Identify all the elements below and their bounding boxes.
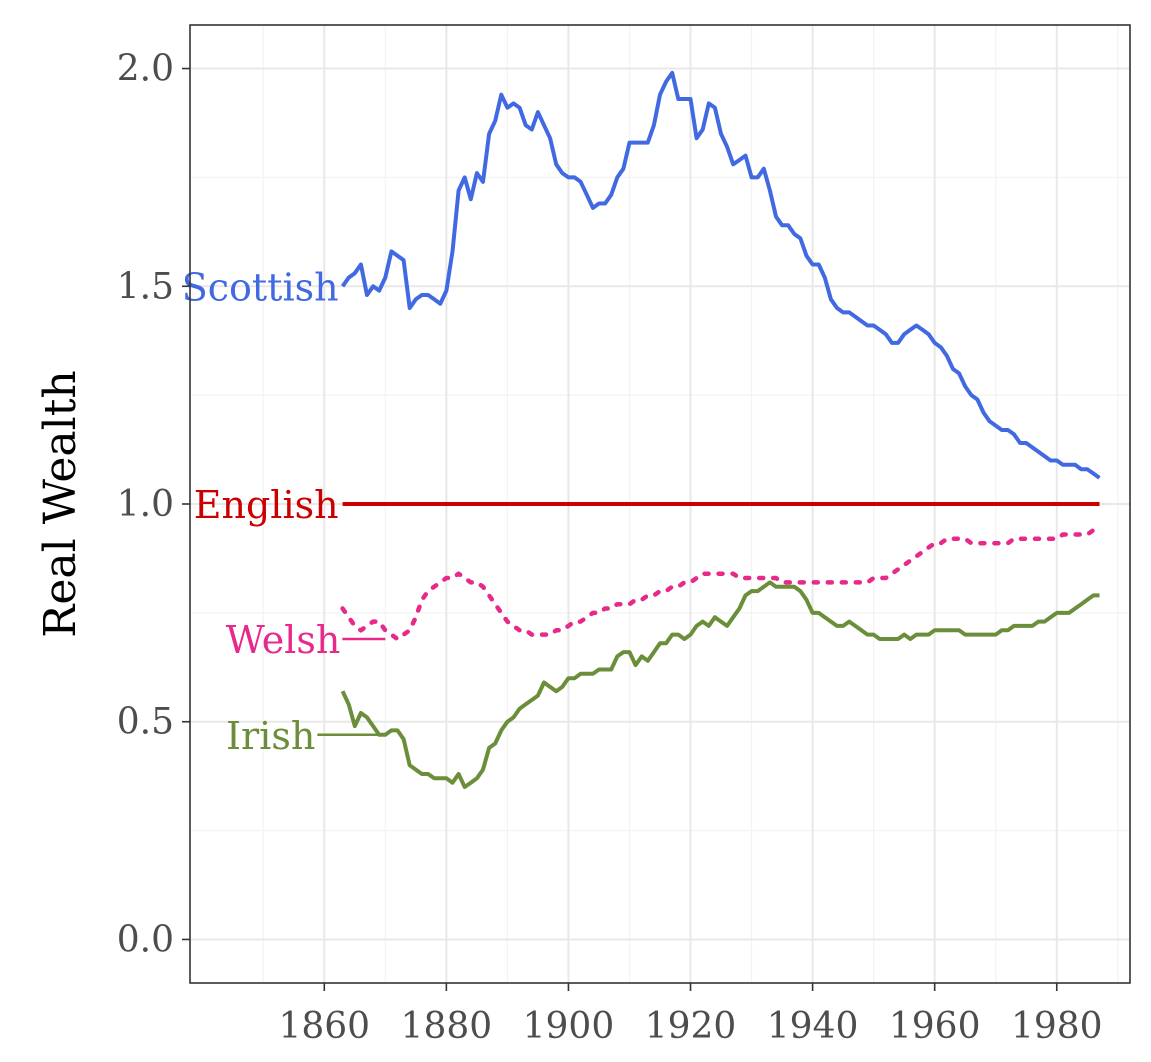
y-axis: 0.0 0.5 1.0 1.5 2.0: [117, 49, 190, 960]
x-tick-label: 1960: [889, 1006, 981, 1047]
series-line-welsh: [340, 527, 1102, 642]
x-tick-label: 1860: [278, 1006, 370, 1047]
series-label-scottish: Scottish: [182, 265, 339, 309]
series-labels: Scottish English Welsh Irish: [182, 265, 386, 758]
x-tick-label: 1980: [1011, 1006, 1103, 1047]
x-axis: 1860 1880 1900 1920 1940 1960 1980: [278, 983, 1103, 1047]
series-lines: [340, 70, 1102, 789]
y-axis-title: Real Wealth: [35, 370, 86, 637]
y-tick-label: 0.5: [117, 702, 174, 743]
y-tick-label: 0.0: [117, 919, 174, 960]
x-tick-label: 1920: [645, 1006, 737, 1047]
y-tick-label: 2.0: [117, 49, 174, 90]
x-tick-label: 1940: [767, 1006, 859, 1047]
series-label-welsh: Welsh: [226, 618, 341, 662]
y-tick-label: 1.5: [117, 266, 174, 307]
series-line-scottish: [340, 70, 1101, 480]
y-tick-label: 1.0: [117, 484, 174, 525]
x-tick-label: 1880: [401, 1006, 493, 1047]
x-tick-label: 1900: [523, 1006, 615, 1047]
series-line-irish: [340, 580, 1100, 789]
series-label-irish: Irish: [226, 714, 315, 758]
series-label-english: English: [194, 483, 339, 527]
